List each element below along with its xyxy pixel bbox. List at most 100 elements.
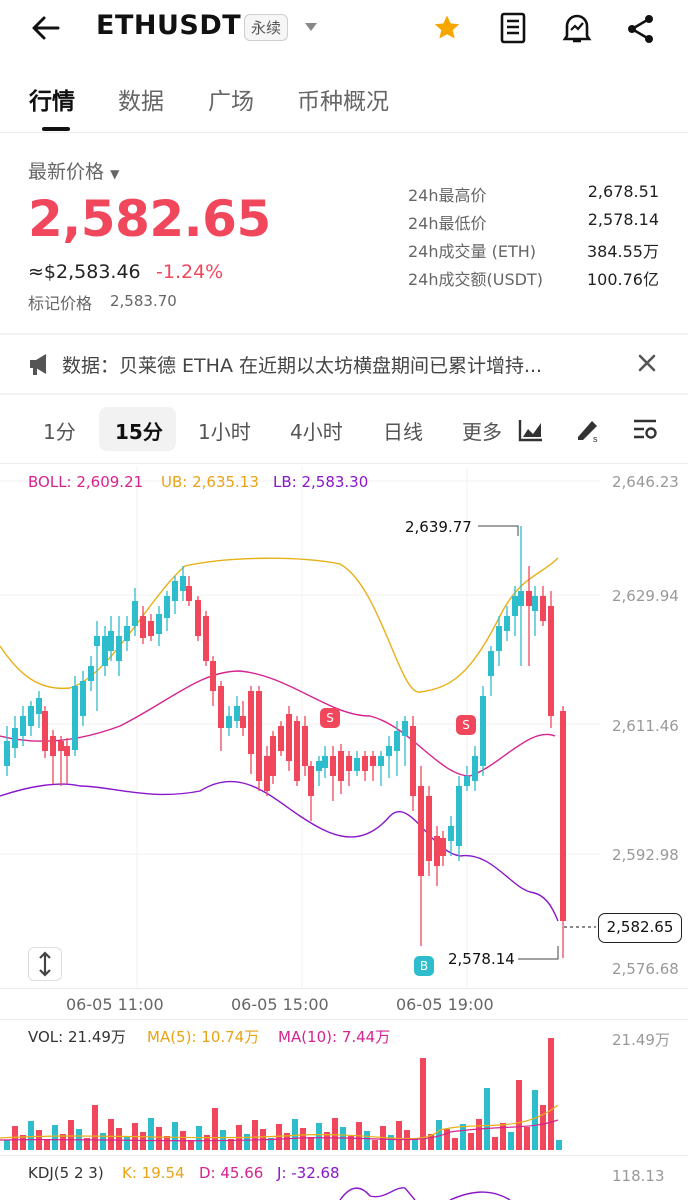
volume-bar — [164, 1136, 170, 1150]
candle-body — [172, 581, 178, 601]
candle-body — [496, 626, 502, 651]
volume-bar — [284, 1133, 290, 1150]
dropdown-caret-icon[interactable] — [304, 22, 318, 32]
megaphone-icon — [30, 354, 46, 375]
candle-body — [28, 706, 34, 726]
candle-body — [464, 776, 470, 786]
candlestick-chart[interactable] — [0, 466, 688, 988]
x-tick: 06-05 19:00 — [396, 995, 494, 1014]
draw-tool-icon[interactable]: s — [574, 417, 602, 443]
volume-chart[interactable] — [0, 1020, 688, 1156]
volume-bar — [548, 1038, 554, 1150]
stat-low-value: 2,578.14 — [587, 210, 659, 229]
alert-bell-icon[interactable] — [562, 12, 592, 44]
svg-text:s: s — [593, 434, 598, 443]
high-annotation: 2,639.77 — [405, 518, 472, 536]
interval-1m[interactable]: 1分 — [43, 420, 76, 444]
volume-bar — [300, 1128, 306, 1150]
candle-body — [234, 706, 240, 721]
chart-type-icon[interactable] — [518, 418, 544, 442]
candle-body — [330, 756, 336, 776]
kdj-j-line — [339, 1187, 416, 1200]
tab-market[interactable]: 行情 — [29, 89, 75, 115]
candle-body — [518, 591, 524, 606]
candle-body — [58, 741, 64, 751]
volume-bar — [444, 1129, 450, 1150]
candle-body — [88, 666, 94, 681]
volume-bar — [492, 1137, 498, 1150]
tab-data[interactable]: 数据 — [118, 89, 164, 115]
indicator-settings-icon[interactable] — [632, 418, 658, 442]
volume-bar — [324, 1132, 330, 1150]
book-icon[interactable] — [499, 12, 527, 44]
interval-active-bg — [99, 407, 176, 451]
expand-vertical-icon — [39, 951, 51, 977]
y-tick: 2,611.46 — [612, 717, 679, 735]
volume-bar — [292, 1119, 298, 1150]
candle-body — [338, 751, 344, 781]
candle-body — [108, 631, 114, 651]
candle-body — [354, 758, 360, 771]
volume-bar — [460, 1124, 466, 1150]
y-tick: 2,646.23 — [612, 473, 679, 491]
boll-lower-line — [0, 780, 559, 922]
price-label[interactable]: 最新价格 ▼ — [28, 161, 120, 183]
candle-body — [80, 681, 86, 716]
candle-body — [434, 836, 440, 866]
interval-more[interactable]: 更多 — [462, 420, 502, 444]
candle-body — [186, 586, 192, 601]
volume-bar — [188, 1140, 194, 1150]
vol-ma5-line — [0, 1104, 559, 1140]
low-annotation: 2,578.14 — [448, 950, 515, 968]
candle-body — [210, 661, 216, 691]
volume-bar — [484, 1088, 490, 1150]
share-icon[interactable] — [626, 14, 656, 44]
volume-bar — [68, 1120, 74, 1150]
candle-body — [540, 596, 546, 621]
volume-bar — [468, 1133, 474, 1150]
buy-marker: B — [414, 956, 434, 976]
kdj-chart[interactable] — [0, 1156, 688, 1200]
volume-bar — [276, 1124, 282, 1150]
stat-volume-label: 24h成交量 (ETH) — [408, 242, 536, 261]
candle-body — [294, 721, 300, 781]
candle-body — [560, 711, 566, 921]
news-ticker[interactable]: 数据：贝莱德 ETHA 在近期以太坊横盘期间已累计增持... — [62, 355, 543, 377]
stat-high-label: 24h最高价 — [408, 186, 487, 205]
symbol-title[interactable]: ETHUSDT — [96, 10, 242, 41]
divider — [0, 463, 688, 464]
candle-body — [102, 636, 108, 666]
back-arrow-icon[interactable] — [30, 14, 62, 42]
candle-body — [402, 721, 408, 736]
volume-bar — [420, 1058, 426, 1150]
vol-value: VOL: 21.49万 — [28, 1028, 126, 1046]
volume-bar — [308, 1137, 314, 1150]
interval-4h[interactable]: 4小时 — [290, 420, 343, 444]
interval-1d[interactable]: 日线 — [383, 420, 423, 444]
tab-square[interactable]: 广场 — [208, 89, 254, 115]
star-icon[interactable] — [432, 13, 462, 43]
candle-body — [180, 576, 186, 591]
volume-bar — [348, 1136, 354, 1150]
vol-ma10: MA(10): 7.44万 — [278, 1028, 391, 1046]
kdj-title: KDJ(5 2 3) — [28, 1164, 104, 1182]
stat-volume-value: 384.55万 — [587, 242, 659, 261]
mark-price-value: 2,583.70 — [110, 292, 177, 310]
candle-body — [72, 686, 78, 750]
interval-1h[interactable]: 1小时 — [198, 420, 251, 444]
candle-body — [148, 621, 154, 636]
close-icon[interactable] — [637, 353, 657, 373]
candle-body — [12, 728, 18, 748]
divider — [0, 988, 688, 989]
volume-bar — [268, 1138, 274, 1150]
candle-body — [472, 756, 478, 781]
last-price-label: 2,582.65 — [598, 913, 682, 943]
candle-body — [270, 736, 276, 776]
interval-15m[interactable]: 15分 — [115, 420, 163, 444]
divider — [0, 393, 688, 395]
tab-coin-overview[interactable]: 币种概况 — [297, 89, 389, 115]
y-tick: 2,576.68 — [612, 960, 679, 978]
fullscreen-toggle[interactable] — [28, 947, 62, 981]
candle-body — [394, 731, 400, 751]
volume-bar — [12, 1126, 18, 1150]
